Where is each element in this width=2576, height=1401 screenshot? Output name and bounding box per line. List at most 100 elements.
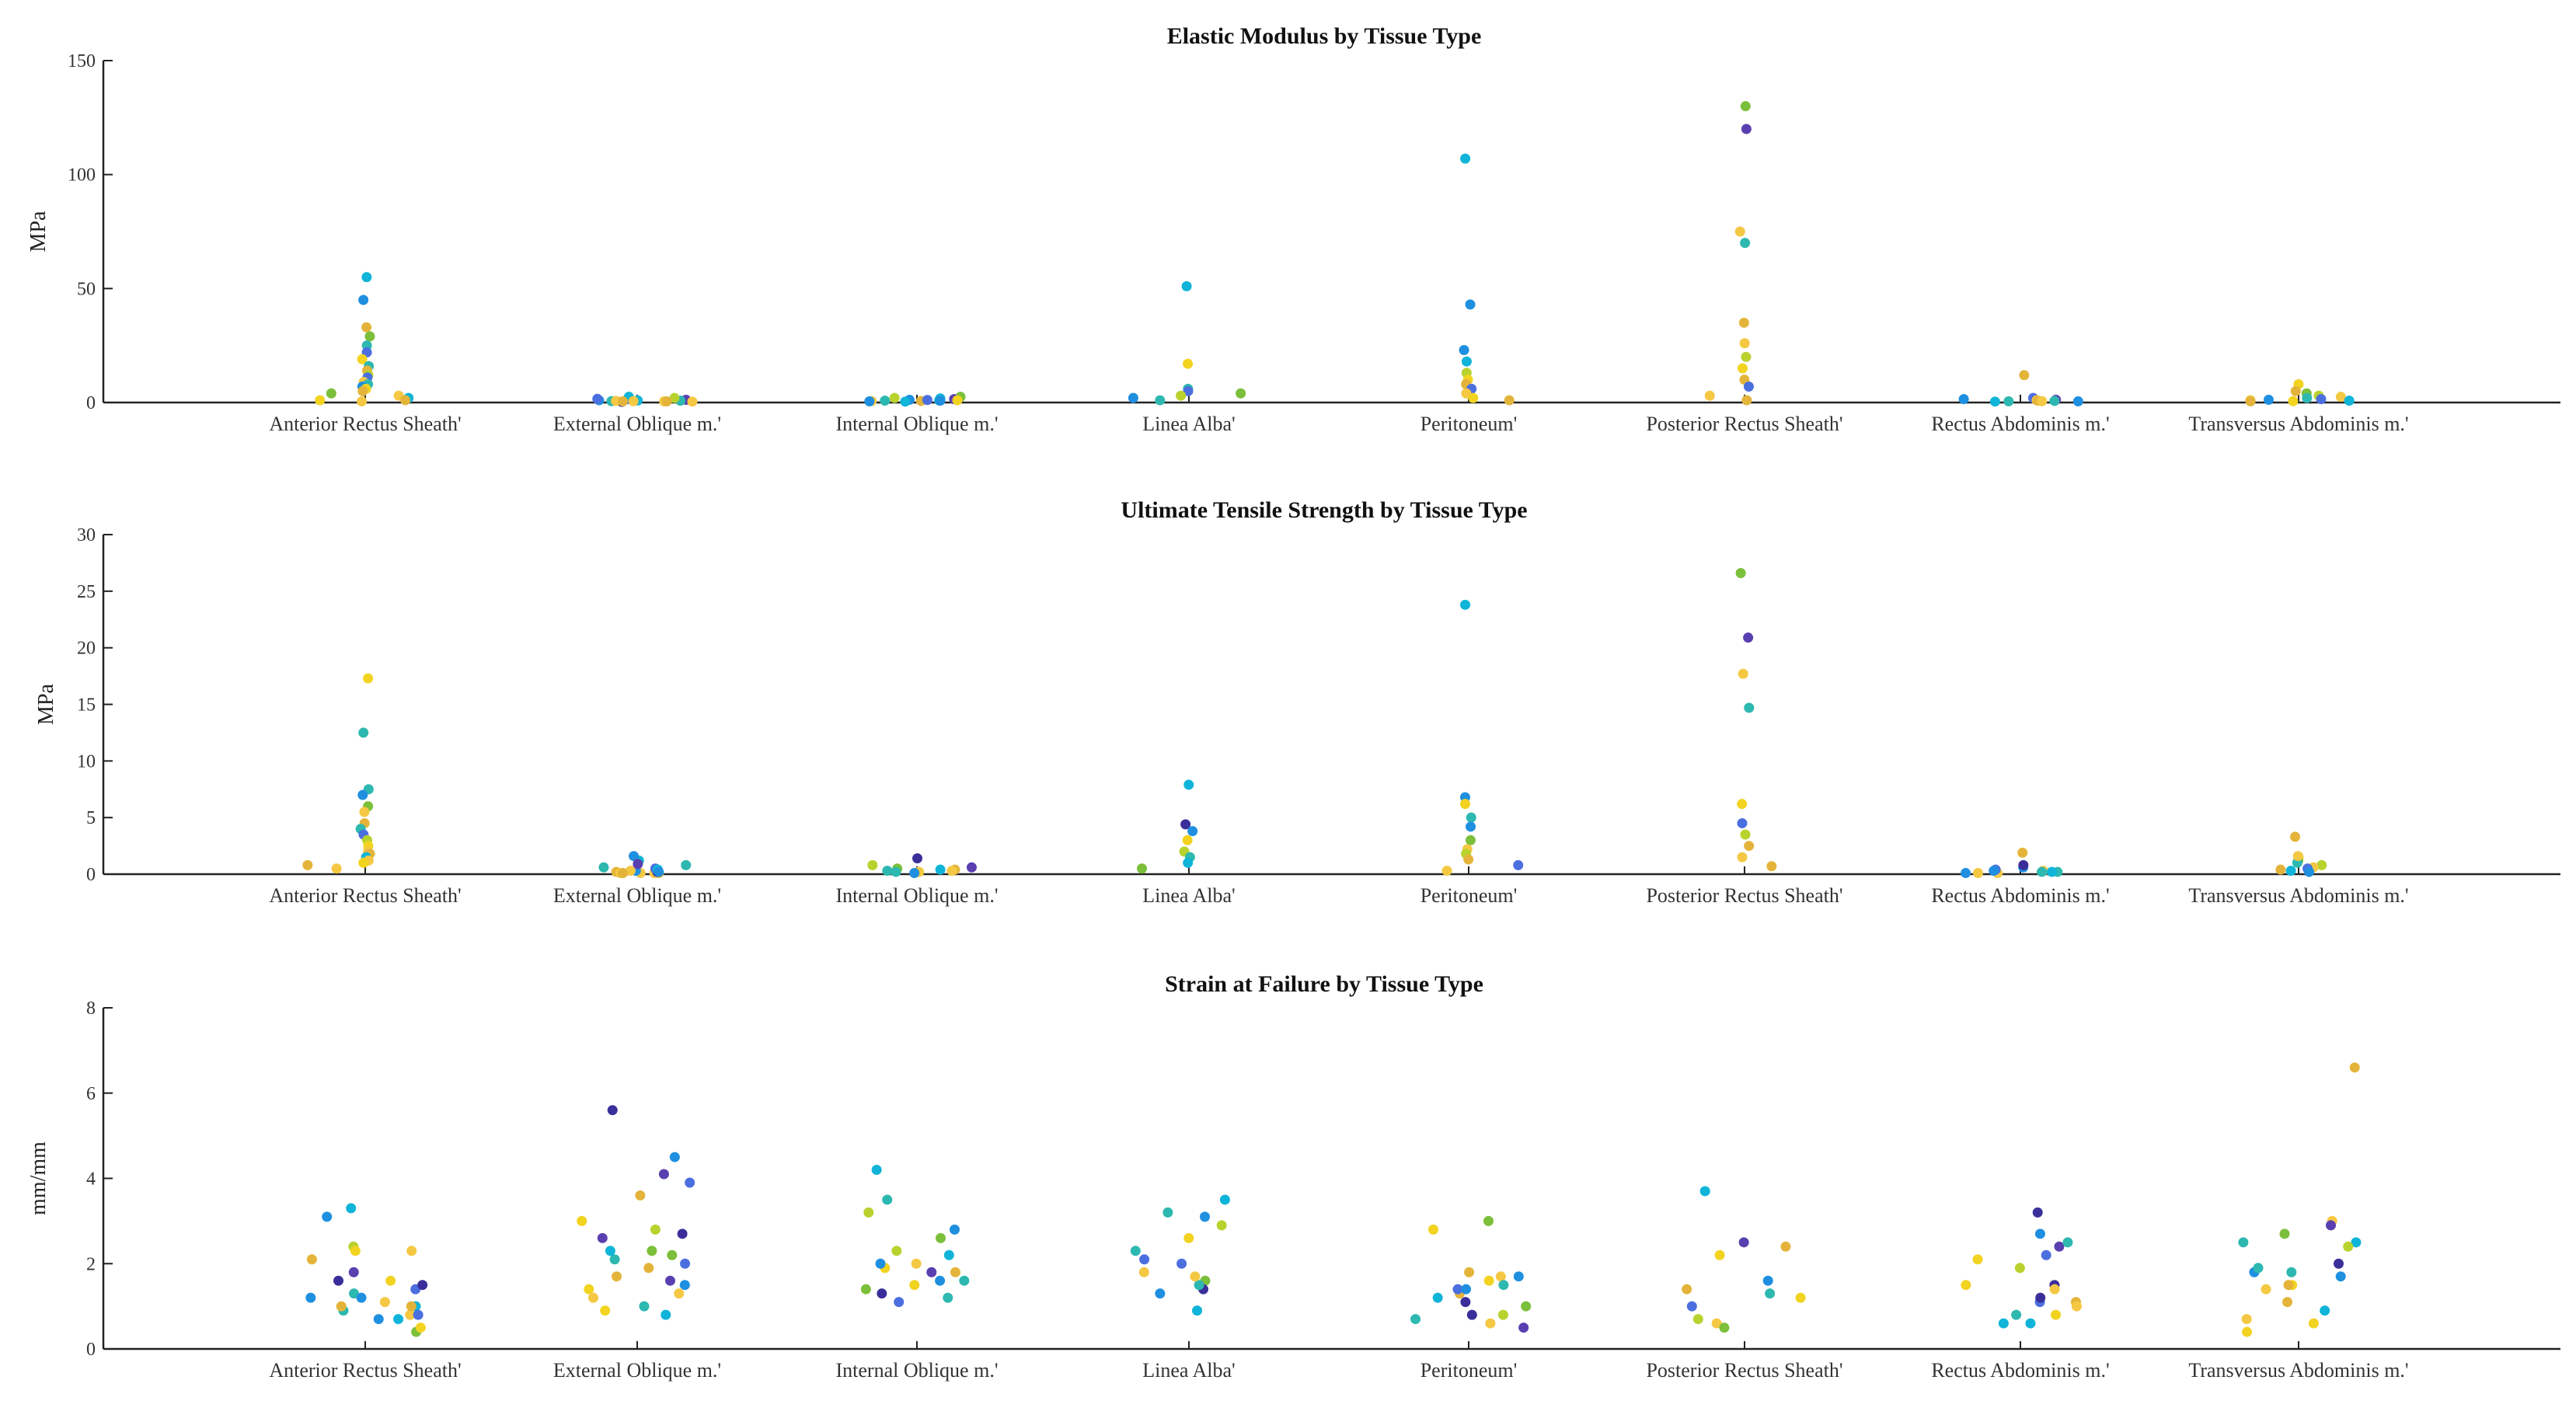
data-point [2034, 1228, 2045, 1239]
data-point [674, 1288, 685, 1299]
data-point [2071, 1301, 2082, 1312]
data-point [1183, 385, 1194, 396]
data-point [949, 1224, 960, 1235]
data-point [2286, 1267, 2297, 1277]
data-point [1513, 1271, 1524, 1282]
data-point [863, 1207, 874, 1218]
data-point [1219, 1194, 1230, 1205]
y-tick-label: 2 [86, 1254, 96, 1274]
data-point [2253, 1263, 2264, 1274]
data-point [935, 864, 946, 875]
data-point [1183, 779, 1194, 790]
data-point [1498, 1280, 1509, 1291]
data-point [302, 859, 313, 870]
data-point [1762, 1275, 1773, 1286]
data-point [2018, 859, 2029, 870]
data-point [943, 1292, 953, 1303]
data-point [2035, 1292, 2046, 1303]
y-tick-label: 25 [77, 582, 96, 602]
data-point [331, 863, 342, 874]
data-point [322, 1211, 333, 1222]
data-point [2037, 866, 2048, 877]
data-point [909, 868, 920, 879]
data-point [1466, 821, 1476, 832]
data-point [357, 396, 368, 407]
data-point [1461, 356, 1472, 367]
data-point [326, 388, 336, 399]
data-point [1989, 396, 2000, 407]
data-point [417, 1280, 428, 1291]
x-tick-label: Rectus Abdominis m.' [1931, 1359, 2109, 1382]
data-point [358, 294, 369, 305]
data-point [1989, 866, 1999, 876]
data-point [882, 866, 893, 876]
data-point [625, 866, 636, 876]
data-point [2046, 866, 2057, 877]
data-point [1744, 702, 1755, 713]
data-point [1998, 1318, 2009, 1329]
data-point [2335, 392, 2346, 403]
x-tick-label: Transversus Abdominis m.' [2188, 884, 2408, 907]
data-point [1459, 799, 1470, 810]
data-point [1972, 868, 1983, 879]
data-point [1741, 124, 1752, 134]
data-point [911, 1258, 922, 1269]
data-point [1958, 394, 1969, 405]
data-point [2292, 851, 2303, 862]
data-point [654, 866, 664, 877]
data-point [1465, 299, 1476, 310]
data-point [605, 1246, 615, 1256]
data-point [2062, 1237, 2073, 1248]
data-point [1521, 1301, 1532, 1312]
y-tick-label: 30 [77, 525, 96, 545]
data-point [891, 1246, 902, 1256]
data-point [867, 859, 878, 870]
data-point [880, 396, 891, 406]
y-tick-label: 150 [68, 51, 96, 71]
data-point [405, 1309, 416, 1320]
data-point [1137, 863, 1148, 874]
data-point [1187, 826, 1198, 837]
data-point [639, 1301, 650, 1312]
data-point [1737, 852, 1748, 863]
data-point [357, 385, 368, 396]
data-point [2351, 1237, 2362, 1248]
data-point [635, 1190, 646, 1201]
data-point [1711, 1318, 1722, 1329]
y-tick-label: 0 [86, 1340, 96, 1360]
data-point [406, 1246, 417, 1256]
data-point [2072, 396, 2083, 407]
data-point [1461, 1284, 1472, 1295]
x-tick-label: Posterior Rectus Sheath' [1646, 413, 1842, 435]
chart-title: Strain at Failure by Tissue Type [1165, 971, 1483, 997]
data-point [629, 851, 640, 862]
y-axis-label: MPa [26, 211, 51, 252]
data-point [406, 1301, 417, 1312]
data-point [577, 1215, 587, 1226]
data-point [333, 1275, 344, 1286]
data-point [2302, 392, 2313, 403]
data-point [1972, 1254, 1983, 1265]
chart-title: Elastic Modulus by Tissue Type [1167, 23, 1482, 49]
data-point [618, 396, 629, 407]
x-tick-label: External Oblique m.' [553, 884, 721, 907]
data-point [1465, 835, 1476, 845]
x-tick-label: Rectus Abdominis m.' [1931, 413, 2109, 435]
data-point [1460, 1297, 1471, 1308]
data-point [935, 396, 946, 406]
data-point [1163, 1207, 1173, 1218]
data-point [687, 396, 698, 407]
data-point [2032, 1207, 2043, 1218]
data-point [1734, 226, 1745, 237]
data-point [889, 392, 900, 403]
y-tick-label: 15 [77, 695, 96, 716]
x-tick-label: Internal Oblique m.' [835, 413, 998, 435]
data-point [1194, 1280, 1204, 1291]
data-point [643, 1263, 654, 1274]
data-point [1682, 1284, 1692, 1295]
data-point [2242, 1326, 2253, 1337]
data-point [926, 1267, 937, 1277]
data-point [667, 1249, 678, 1260]
data-point [2320, 1305, 2330, 1316]
data-point [609, 1254, 620, 1265]
